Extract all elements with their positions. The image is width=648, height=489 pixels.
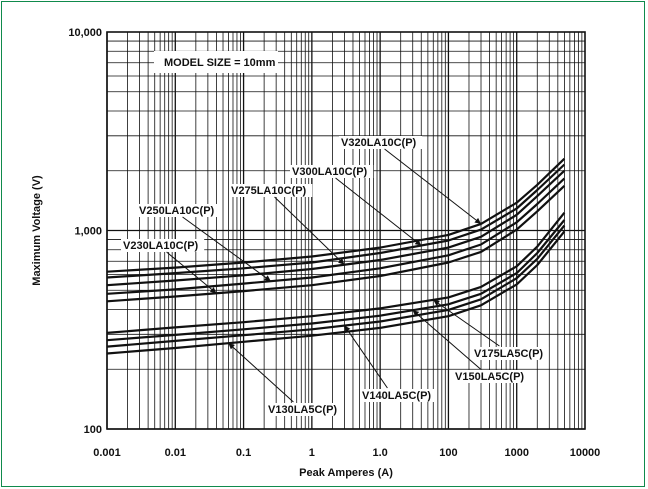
label-v140la5cp: V140LA5C(P) bbox=[362, 390, 431, 402]
label-background bbox=[290, 165, 374, 178]
leader-arrowhead bbox=[264, 275, 271, 282]
leader-arrowhead bbox=[338, 258, 345, 265]
x-tick-label: 100 bbox=[439, 447, 457, 459]
leader-arrowhead bbox=[209, 287, 217, 294]
leader-line bbox=[274, 196, 345, 266]
x-tick-labels: 0.001 0.01 0.1 1 1.0 100 1000 10000 bbox=[93, 447, 600, 459]
leader-line bbox=[384, 148, 482, 225]
curve-v140la5cp bbox=[106, 224, 566, 348]
x-tick-label: 10000 bbox=[570, 447, 601, 459]
annotation-background bbox=[154, 51, 278, 73]
x-tick-label: 1000 bbox=[504, 447, 528, 459]
x-tick-label: 0.1 bbox=[236, 447, 251, 459]
curve-v300la10cp bbox=[106, 163, 566, 279]
leader-arrowhead bbox=[414, 239, 422, 246]
label-v320la10cp: V320LA10C(P) bbox=[341, 137, 417, 149]
label-v275la10cp: V275LA10C(P) bbox=[231, 185, 307, 197]
model-size-annotation: MODEL SIZE = 10mm bbox=[154, 51, 278, 73]
y-tick-label: 1,000 bbox=[74, 226, 102, 238]
label-background bbox=[229, 184, 313, 197]
label-background bbox=[472, 347, 549, 360]
leader-line bbox=[335, 177, 422, 246]
label-background bbox=[339, 136, 423, 149]
y-tick-label: 10,000 bbox=[68, 27, 102, 39]
callout-layer: V320LA10C(P) V300LA10C(P) V275LA10C(P) V250… bbox=[121, 136, 549, 416]
plot-grid bbox=[106, 32, 585, 430]
x-axis-label: Peak Amperes (A) bbox=[299, 467, 393, 479]
leader-arrowhead bbox=[228, 343, 235, 350]
leader-arrowhead bbox=[344, 325, 351, 333]
annotation-text: MODEL SIZE = 10mm bbox=[164, 57, 276, 69]
label-background bbox=[121, 239, 205, 252]
y-tick-label: 100 bbox=[84, 424, 102, 436]
y-tick-labels: 100 1,000 10,000 bbox=[68, 27, 102, 436]
x-tick-label: 1.0 bbox=[372, 447, 387, 459]
x-tick-label: 0.01 bbox=[165, 447, 186, 459]
leader-line bbox=[432, 299, 500, 347]
label-v300la10cp: V300LA10C(P) bbox=[292, 166, 368, 178]
label-v250la10cp: V250LA10C(P) bbox=[139, 205, 215, 217]
leader-line bbox=[412, 309, 481, 370]
label-v150la5cp: V150LA5C(P) bbox=[455, 371, 524, 383]
curve-v175la5cp bbox=[106, 212, 566, 334]
label-background bbox=[453, 370, 530, 383]
curve-v150la5cp bbox=[106, 219, 566, 342]
curve-layer bbox=[106, 157, 566, 355]
curve-v230la10cp bbox=[106, 184, 566, 303]
leader-arrowhead bbox=[433, 299, 440, 306]
plot-border bbox=[106, 31, 586, 430]
leader-line bbox=[166, 251, 217, 294]
label-background bbox=[137, 204, 221, 217]
label-background bbox=[360, 389, 437, 402]
curve-v130la5cp bbox=[106, 230, 566, 355]
label-v230la10cp: V230LA10C(P) bbox=[123, 240, 199, 252]
leader-line bbox=[182, 216, 272, 282]
curve-v275la10cp bbox=[106, 169, 566, 287]
leader-arrowhead bbox=[474, 217, 482, 224]
y-axis-label: Maximum Voltage (V) bbox=[31, 175, 43, 286]
label-v130la5cp: V130LA5C(P) bbox=[268, 404, 337, 416]
label-v175la5cp: V175LA5C(P) bbox=[474, 348, 543, 360]
leader-arrowhead bbox=[412, 310, 420, 317]
x-tick-label: 1 bbox=[309, 447, 315, 459]
leader-line bbox=[344, 325, 388, 389]
leader-line bbox=[228, 342, 294, 403]
label-background bbox=[266, 403, 343, 416]
curve-v250la10cp bbox=[106, 177, 566, 295]
curve-v320la10cp bbox=[106, 157, 566, 273]
x-tick-label: 0.001 bbox=[93, 447, 121, 459]
